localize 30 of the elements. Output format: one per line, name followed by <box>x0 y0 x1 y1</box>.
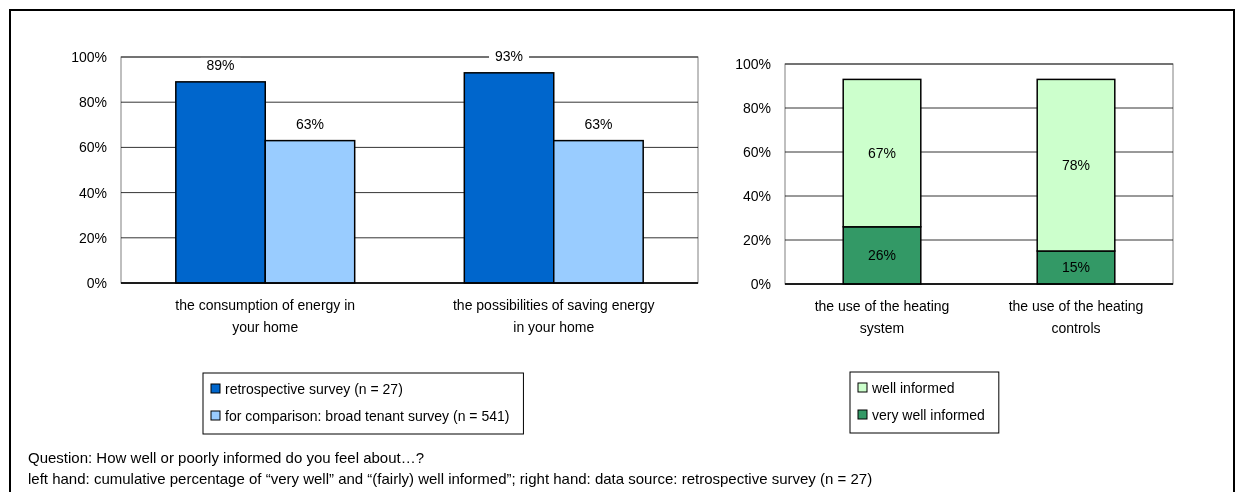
data-label: 89% <box>206 56 235 73</box>
legend-label: retrospective survey (n = 27) <box>225 380 403 397</box>
y-tick-label: 60% <box>78 139 107 156</box>
legend-label: very well informed <box>872 406 985 423</box>
y-tick-label: 20% <box>78 229 107 246</box>
y-tick-label: 20% <box>742 231 771 248</box>
y-tick-label: 40% <box>78 184 107 201</box>
data-label: 67% <box>867 145 897 161</box>
x-tick-label: the consumption of energy in your home <box>175 297 356 335</box>
x-tick-label: the use of the heating system <box>814 298 950 336</box>
y-tick-label: 80% <box>78 94 107 111</box>
y-tick-label: 40% <box>742 187 771 204</box>
y-tick-label: 100% <box>735 55 771 72</box>
data-label: 93% <box>495 47 524 64</box>
data-label: 78% <box>1061 157 1091 174</box>
y-tick-label: 0% <box>86 274 107 291</box>
data-label: 63% <box>584 115 613 132</box>
text: Question: How well or poorly informed do you feel about…? <box>28 449 425 466</box>
y-tick-label: 100% <box>71 48 107 65</box>
data-label: 63% <box>295 115 324 132</box>
x-tick-label: the possibilities of saving energy in your home <box>452 297 655 335</box>
text: left hand: cumulative percentage of “very well” and “(fairly) well informed”; right hand: data source: retrospective survey (n = 27) <box>28 470 873 487</box>
legend-label: for comparison: broad tenant survey (n = 541) <box>225 407 510 424</box>
y-tick-label: 0% <box>750 275 771 292</box>
x-tick-label: the use of the heating controls <box>1008 298 1144 336</box>
data-label: 15% <box>1061 259 1091 276</box>
y-tick-label: 80% <box>742 99 771 116</box>
y-tick-label: 60% <box>742 143 771 160</box>
data-label: 26% <box>867 247 897 264</box>
legend-label: well informed <box>871 379 955 396</box>
